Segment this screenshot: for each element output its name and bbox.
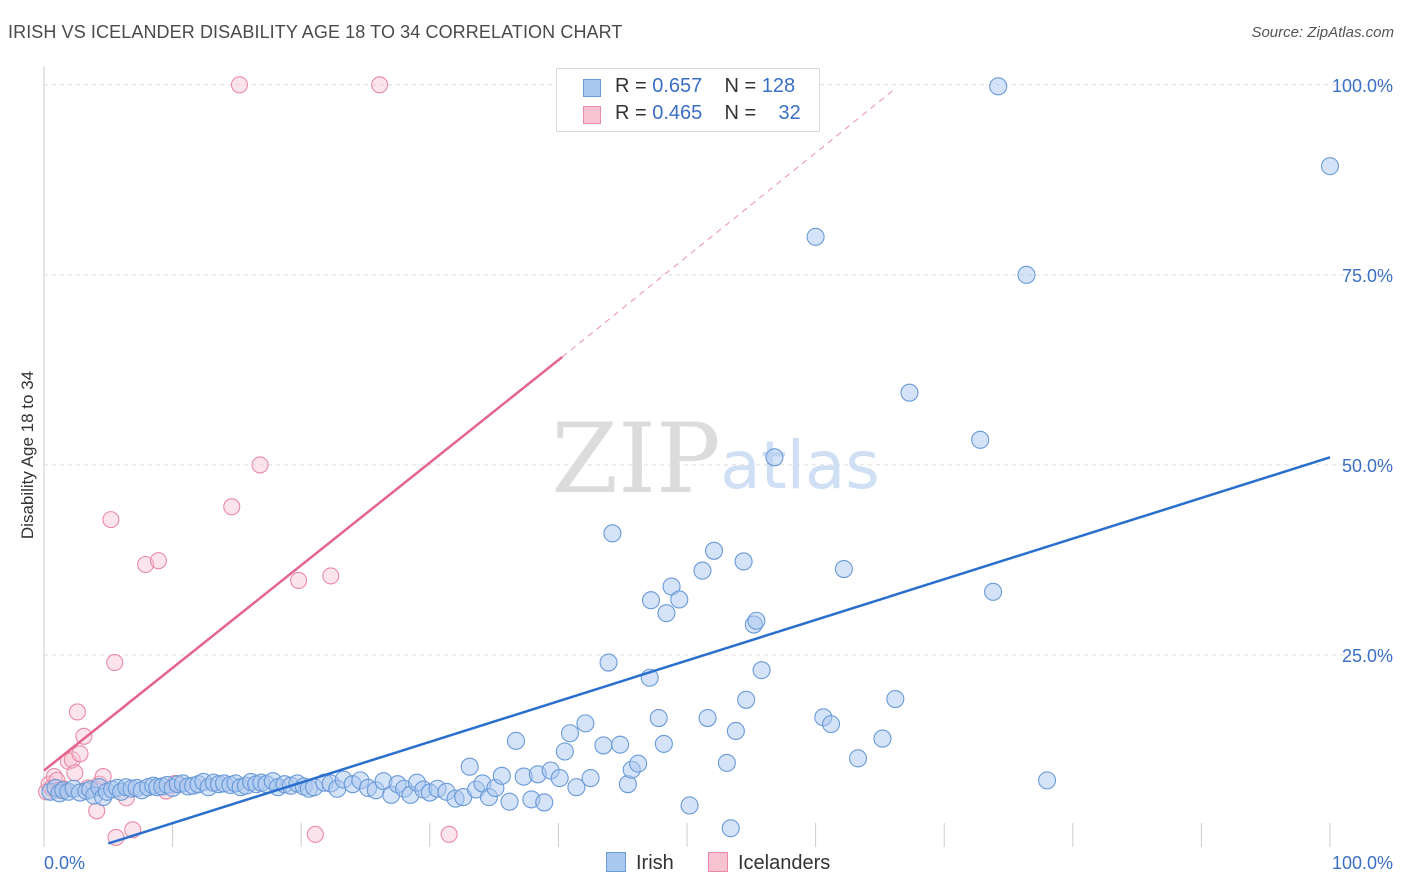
bottom-irish-label: Irish: [636, 852, 674, 874]
icelanders-point: [251, 456, 269, 474]
irish-point: [734, 552, 753, 571]
irish-point: [535, 793, 554, 812]
irish-point: [721, 819, 740, 838]
icelanders-point: [440, 825, 458, 843]
irish-point: [693, 561, 712, 580]
irish-r-value: 0.657: [652, 75, 703, 97]
irish-point: [560, 724, 580, 743]
irish-point: [599, 653, 618, 672]
irish-point: [873, 729, 892, 748]
irish-point: [670, 590, 689, 609]
x-tick-label-min: 0.0%: [44, 853, 85, 873]
irish-point: [500, 792, 519, 811]
irish-point: [603, 524, 622, 543]
icelanders-points: [38, 76, 458, 846]
irish-point: [765, 448, 784, 467]
irish-point: [747, 611, 766, 630]
icelanders-n-label: N =: [724, 102, 762, 124]
irish-point: [581, 769, 600, 788]
icelanders-point: [223, 498, 241, 516]
icelanders-point: [71, 745, 89, 763]
irish-point: [506, 731, 526, 750]
correlation-legend: R = 0.657 N = 128 R = 0.465 N = 32: [556, 68, 820, 132]
source-label: Source: ZipAtlas.com: [1251, 24, 1394, 41]
irish-point: [555, 742, 574, 761]
irish-n-label: N =: [724, 75, 762, 97]
icelanders-n-value: 32: [778, 102, 801, 124]
irish-point: [594, 736, 613, 755]
icelanders-point: [137, 555, 155, 574]
icelanders-r-label: R =: [615, 102, 653, 124]
icelanders-trend-line: [43, 355, 564, 772]
bottom-legend-icelanders: Icelanders: [708, 852, 830, 875]
irish-point: [1320, 157, 1340, 176]
irish-point: [567, 778, 586, 797]
watermark: ZIP atlas: [551, 403, 879, 515]
y-tick-label: 50.0%: [1342, 456, 1393, 476]
irish-point: [492, 766, 511, 785]
icelanders-point: [102, 511, 120, 529]
irish-point: [886, 689, 905, 709]
irish-point: [629, 754, 648, 773]
irish-point: [704, 541, 724, 560]
icelanders-point: [106, 654, 124, 672]
irish-point: [984, 582, 1003, 601]
irish-point: [971, 430, 990, 449]
icelanders-point: [66, 764, 84, 782]
irish-point: [657, 604, 676, 623]
irish-trend-line: [107, 456, 1331, 845]
irish-point: [611, 735, 630, 754]
irish-point: [717, 753, 736, 772]
icelanders-point: [68, 703, 86, 721]
icelanders-r-value: 0.465: [652, 102, 703, 124]
irish-swatch: [583, 79, 601, 97]
irish-point: [752, 661, 771, 680]
y-tick-label: 100.0%: [1332, 76, 1393, 96]
irish-point: [848, 749, 868, 768]
bottom-icelanders-label: Icelanders: [738, 852, 831, 874]
icelanders-point: [371, 76, 389, 94]
icelanders-point: [306, 825, 324, 843]
irish-point: [900, 383, 919, 402]
icelanders-swatch: [583, 106, 601, 124]
y-tick-label: 75.0%: [1342, 266, 1393, 286]
icelanders-point: [322, 567, 340, 585]
gridlines: [44, 84, 1392, 656]
bottom-icelanders-swatch: [708, 852, 728, 872]
icelanders-trend-extension: [561, 88, 896, 358]
irish-point: [806, 227, 825, 246]
irish-point: [680, 796, 699, 815]
irish-r-label: R =: [615, 75, 653, 97]
irish-point: [698, 708, 717, 728]
irish-n-value: 128: [761, 75, 796, 97]
irish-point: [649, 708, 668, 728]
icelanders-point: [290, 571, 308, 590]
irish-point: [1038, 771, 1057, 790]
irish-point: [726, 721, 745, 741]
irish-point: [1017, 265, 1036, 284]
bottom-legend-irish: Irish: [606, 852, 674, 875]
trend-lines: [43, 88, 1331, 845]
watermark-zip: ZIP: [551, 403, 720, 515]
irish-point: [654, 734, 673, 753]
irish-point: [550, 769, 569, 788]
icelanders-point: [230, 76, 249, 94]
bottom-irish-swatch: [606, 852, 626, 872]
irish-points: [41, 77, 1340, 838]
tick-labels: 25.0% 50.0% 75.0% 100.0% 0.0% 100.0%: [44, 76, 1393, 873]
irish-point: [641, 591, 661, 610]
irish-point: [834, 559, 853, 579]
irish-point: [989, 77, 1008, 96]
axes: [43, 66, 1331, 847]
chart-title: IRISH VS ICELANDER DISABILITY AGE 18 TO …: [8, 22, 623, 42]
irish-point: [737, 690, 756, 709]
irish-point: [821, 715, 841, 734]
y-tick-label: 25.0%: [1342, 646, 1393, 666]
x-tick-label-max: 100.0%: [1332, 853, 1393, 873]
watermark-atlas: atlas: [720, 427, 880, 504]
irish-point: [576, 714, 595, 733]
icelanders-point: [149, 552, 168, 570]
irish-point: [460, 757, 479, 776]
